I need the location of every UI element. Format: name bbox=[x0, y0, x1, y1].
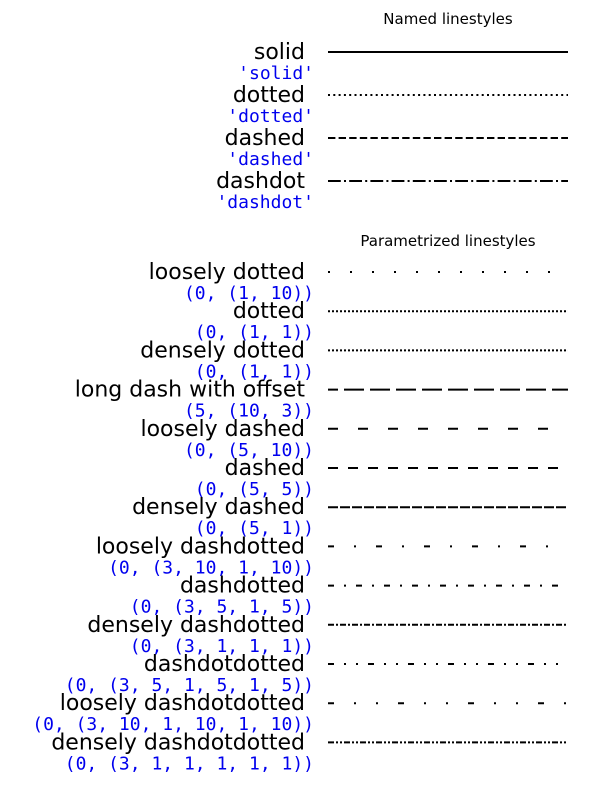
panel-title-parametrized: Parametrized linestyles bbox=[360, 232, 535, 250]
named-dashed-name: dashed bbox=[225, 126, 305, 151]
panel-title-named: Named linestyles bbox=[383, 10, 513, 28]
param-densely-dashdotted-name: densely dashdotted bbox=[87, 613, 305, 638]
param-densely-dotted-name: densely dotted bbox=[140, 338, 305, 363]
parametrized-linestyles-panel: loosely dotted(0, (1, 10))dotted(0, (1, … bbox=[32, 260, 568, 774]
param-loosely-dashdotdotted-name: loosely dashdotdotted bbox=[60, 691, 305, 716]
param-loosely-dashed-code: (0, (5, 10)) bbox=[184, 440, 314, 461]
param-loosely-dashdotted-name: loosely dashdotted bbox=[96, 534, 305, 559]
param-dashdotdotted-code: (0, (3, 5, 1, 5, 1, 5)) bbox=[65, 675, 314, 696]
param-densely-dashed-code: (0, (5, 1)) bbox=[195, 518, 314, 539]
named-dashdot-name: dashdot bbox=[216, 169, 305, 194]
named-dashdot-code: 'dashdot' bbox=[216, 192, 314, 213]
param-dashed-code: (0, (5, 5)) bbox=[195, 479, 314, 500]
param-loosely-dashdotdotted-code: (0, (3, 10, 1, 10, 1, 10)) bbox=[32, 714, 314, 735]
param-loosely-dashed-name: loosely dashed bbox=[140, 417, 305, 442]
param-loosely-dotted-code: (0, (1, 10)) bbox=[184, 283, 314, 304]
named-solid-name: solid bbox=[254, 40, 305, 65]
param-densely-dotted-code: (0, (1, 1)) bbox=[195, 361, 314, 382]
param-dashed-name: dashed bbox=[225, 456, 305, 481]
param-densely-dashdotdotted-name: densely dashdotdotted bbox=[51, 730, 305, 755]
named-dashed-code: 'dashed' bbox=[227, 149, 314, 170]
param-dotted-name: dotted bbox=[233, 299, 305, 324]
param-long-dash-with-offset-code: (5, (10, 3)) bbox=[184, 401, 314, 422]
param-loosely-dotted-name: loosely dotted bbox=[149, 260, 305, 285]
param-dotted-code: (0, (1, 1)) bbox=[195, 322, 314, 343]
param-densely-dashed-name: densely dashed bbox=[132, 495, 305, 520]
param-dashdotted-name: dashdotted bbox=[180, 574, 305, 599]
param-long-dash-with-offset-name: long dash with offset bbox=[75, 378, 306, 403]
named-dotted-code: 'dotted' bbox=[227, 106, 314, 127]
param-dashdotdotted-name: dashdotdotted bbox=[144, 652, 305, 677]
param-densely-dashdotted-code: (0, (3, 1, 1, 1)) bbox=[130, 636, 314, 657]
named-dotted-name: dotted bbox=[233, 83, 305, 108]
param-dashdotted-code: (0, (3, 5, 1, 5)) bbox=[130, 597, 314, 618]
named-solid-code: 'solid' bbox=[238, 63, 314, 84]
param-densely-dashdotdotted-code: (0, (3, 1, 1, 1, 1, 1)) bbox=[65, 753, 314, 774]
named-linestyles-panel: solid'solid'dotted'dotted'dashed'dashed'… bbox=[216, 40, 568, 213]
param-loosely-dashdotted-code: (0, (3, 10, 1, 10)) bbox=[108, 557, 314, 578]
